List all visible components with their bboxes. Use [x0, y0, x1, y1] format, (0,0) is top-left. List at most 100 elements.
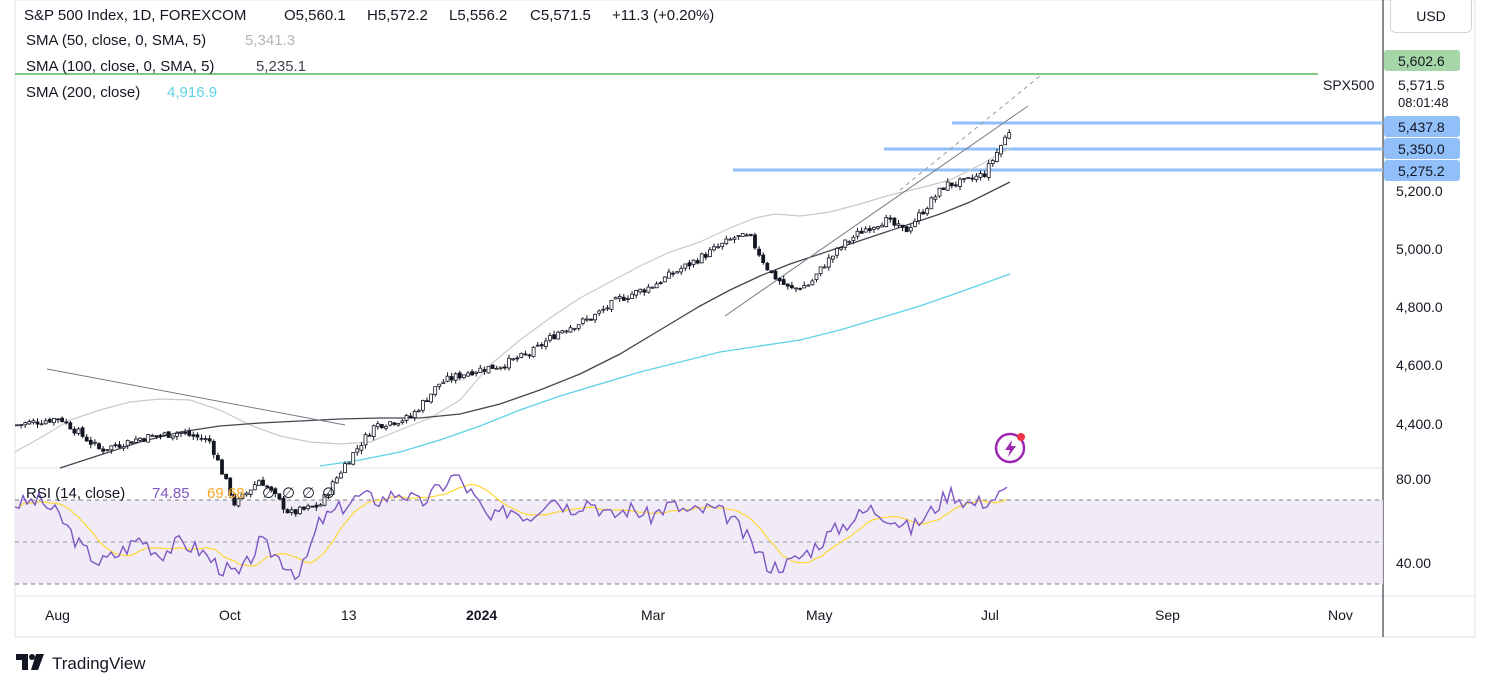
candle-body [732, 237, 737, 240]
rsi-tick-40: 40.00 [1396, 555, 1431, 571]
candle-body [896, 223, 901, 226]
price-tick-4600: 4,600.0 [1396, 357, 1443, 373]
time-label-sep: Sep [1155, 607, 1180, 623]
candle-body [675, 271, 679, 274]
symbol-tag: SPX500 [1323, 77, 1375, 93]
candle-body [634, 289, 638, 296]
candle-body [560, 330, 565, 334]
candle-body [367, 434, 372, 437]
candle-body [687, 262, 692, 267]
tradingview-name: TradingView [52, 654, 146, 673]
candle-body [773, 270, 778, 280]
candle-body [507, 357, 511, 369]
rsi-tick-80: 80.00 [1396, 471, 1431, 487]
candle-body [769, 270, 774, 274]
candle-body [166, 431, 171, 438]
candle-body [851, 236, 856, 241]
candle-body [552, 334, 556, 340]
candle-body [728, 238, 733, 241]
level-tag-5350: 5,350.0 [1398, 141, 1445, 157]
candle-body [539, 344, 544, 347]
downtrend-line[interactable] [46, 368, 346, 426]
candle-body [478, 367, 483, 373]
candle-body [917, 212, 921, 222]
last-price: 5,571.5 [1398, 77, 1445, 93]
candle-body [109, 445, 114, 451]
candle-body [617, 296, 622, 299]
tradingview-brand[interactable]: TradingView [16, 652, 146, 676]
candle-body [958, 178, 962, 187]
sma100-line [59, 181, 1011, 469]
candle-body [80, 427, 85, 437]
candle-body [806, 284, 811, 287]
candle-body [392, 422, 397, 425]
candle-body [125, 440, 130, 447]
candle-body [117, 444, 122, 448]
rsi-extra-4: ∅ [322, 485, 335, 502]
candle-body [531, 346, 536, 357]
candle-body [252, 484, 257, 491]
candle-body [482, 369, 487, 372]
candles [15, 129, 1012, 517]
rsi-extra-3: ∅ [302, 485, 315, 502]
candle-body [215, 455, 220, 461]
candle-body [1003, 136, 1007, 146]
candle-body [847, 240, 852, 243]
candle-body [39, 423, 44, 426]
candle-body [724, 238, 729, 244]
candle-body [712, 246, 716, 251]
candle-body [429, 393, 434, 403]
candle-body [679, 268, 684, 273]
rsi-label: RSI (14, close) [26, 485, 125, 502]
time-label-2024: 2024 [466, 607, 497, 623]
candle-body [179, 432, 183, 434]
candle-body [494, 367, 499, 370]
candle-body [925, 208, 930, 215]
candle-body [999, 144, 1003, 155]
rsi-value: 74.85 [152, 485, 190, 502]
time-label-oct: Oct [219, 607, 241, 623]
sma200-label: SMA (200, close) [26, 84, 140, 101]
time-label-nov: Nov [1328, 607, 1353, 623]
level-tag-5275: 5,275.2 [1398, 163, 1445, 179]
level-tag-5437-bg [1384, 116, 1460, 137]
candle-body [880, 224, 884, 228]
low-value: L5,556.2 [449, 7, 507, 24]
candle-body [913, 220, 917, 227]
candle-body [609, 300, 614, 310]
candle-body [654, 283, 659, 289]
currency-selector[interactable]: USD [1390, 0, 1472, 33]
candle-body [72, 428, 77, 434]
candle-body [790, 285, 794, 289]
candle-body [220, 459, 224, 475]
candle-body [371, 425, 376, 437]
candle-body [64, 421, 69, 424]
candle-body [396, 422, 401, 426]
candle-body [683, 263, 688, 269]
candle-body [310, 505, 315, 508]
candle-body [302, 506, 306, 510]
uptrend-line-dashed[interactable] [899, 75, 1041, 191]
candle-body [638, 288, 643, 293]
rsi-line [14, 474, 1008, 581]
candle-body [277, 493, 282, 500]
candle-body [908, 227, 913, 232]
candle-body [585, 318, 589, 321]
candle-body [954, 184, 958, 187]
candle-body [699, 253, 704, 264]
candle-body [621, 296, 626, 301]
candle-body [199, 437, 204, 440]
candle-body [441, 381, 446, 384]
high-value: H5,572.2 [367, 7, 428, 24]
countdown: 08:01:48 [1398, 95, 1449, 110]
uptrend-line[interactable] [724, 105, 1029, 317]
candle-body [810, 280, 815, 286]
candle-body [101, 448, 105, 452]
candle-body [794, 287, 798, 290]
candle-body [388, 421, 393, 426]
change-value: +11.3 (+0.20%) [612, 7, 714, 24]
lightning-icon[interactable] [994, 432, 1026, 464]
candle-body [158, 434, 163, 437]
candle-body [248, 489, 253, 495]
